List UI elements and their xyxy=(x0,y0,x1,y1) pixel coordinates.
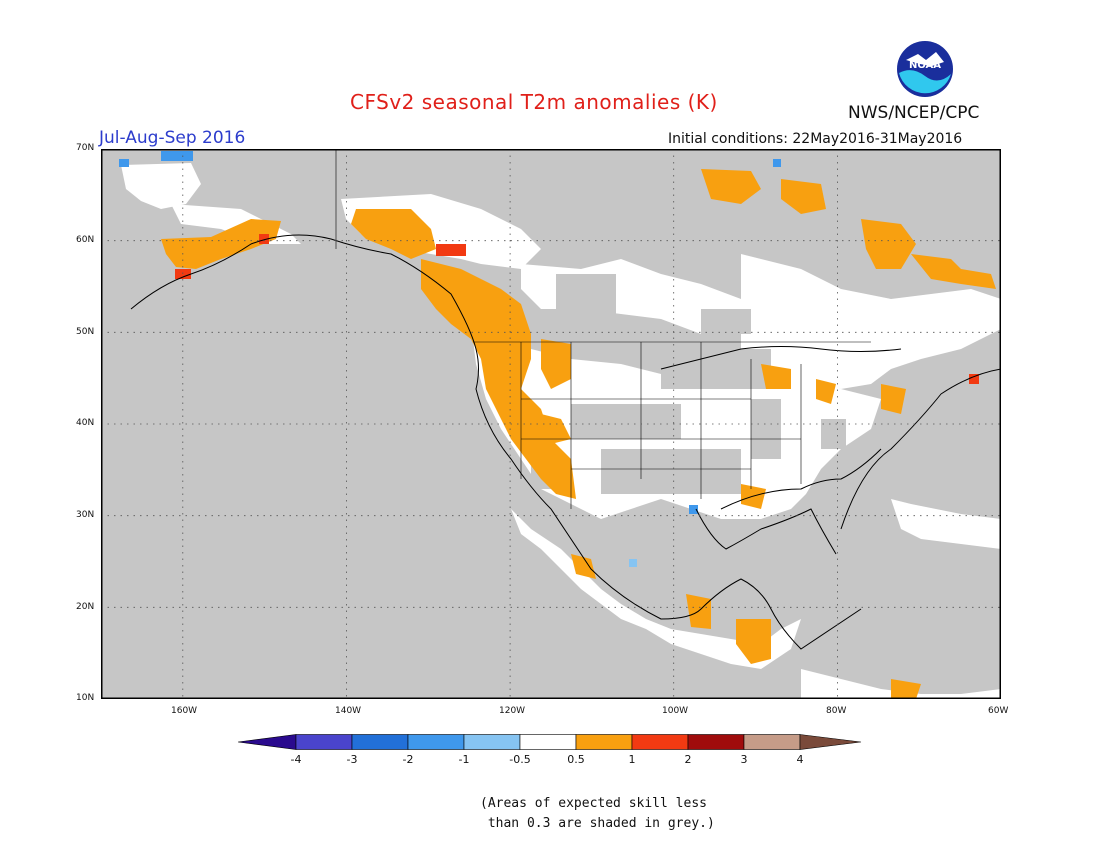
logo-text: NOAA xyxy=(909,60,941,71)
lon-label: 100W xyxy=(662,706,689,716)
colorbar-tick-label: -1 xyxy=(458,753,470,766)
colorbar-bin xyxy=(351,734,409,750)
colorbar-bin xyxy=(575,734,633,750)
lat-label: 30N xyxy=(76,510,95,520)
cool-anomaly-regions xyxy=(119,151,781,514)
season-label: Jul-Aug-Sep 2016 xyxy=(99,128,246,148)
colorbar-tick-label: -2 xyxy=(402,753,414,766)
colorbar-high-arrow xyxy=(799,734,862,750)
lon-label: 160W xyxy=(171,706,198,716)
near-zero-regions xyxy=(121,163,1001,699)
colorbar-bin xyxy=(407,734,465,750)
colorbar-bin xyxy=(295,734,353,750)
colorbar-tick-label: 3 xyxy=(740,753,748,766)
colorbar-tick-label: 4 xyxy=(796,753,804,766)
map-title: CFSv2 seasonal T2m anomalies (K) xyxy=(350,90,718,114)
colorbar-bin xyxy=(687,734,745,750)
colorbar-bin xyxy=(463,734,521,750)
colorbar-tick-label: -4 xyxy=(290,753,302,766)
colorbar-tick-label: 2 xyxy=(684,753,692,766)
colorbar-bin xyxy=(519,734,577,750)
map-frame xyxy=(101,149,1001,699)
noaa-logo-icon: NOAA xyxy=(897,41,953,97)
graticule xyxy=(101,149,1001,699)
initial-conditions-label: Initial conditions: 22May2016-31May2016 xyxy=(668,131,963,147)
colorbar-tick-label: -0.5 xyxy=(509,753,531,766)
skill-note-line: than 0.3 are shaded in grey.) xyxy=(480,816,715,831)
coastlines xyxy=(130,234,1001,650)
anomaly-map xyxy=(101,149,1001,699)
colorbar-tick-label: 0.5 xyxy=(567,753,585,766)
cool-anomaly-cell xyxy=(629,559,637,567)
lat-label: 70N xyxy=(76,143,95,153)
colorbar-tick-label: -3 xyxy=(346,753,358,766)
lon-label: 80W xyxy=(826,706,847,716)
colorbar xyxy=(238,734,862,750)
lat-label: 50N xyxy=(76,327,95,337)
lon-label: 120W xyxy=(499,706,526,716)
agency-label: NWS/NCEP/CPC xyxy=(848,103,980,123)
colorbar-low-arrow xyxy=(238,734,297,750)
lat-label: 60N xyxy=(76,235,95,245)
lat-label: 20N xyxy=(76,602,95,612)
state-borders xyxy=(335,149,871,509)
lat-label: 10N xyxy=(76,693,95,703)
colorbar-bin xyxy=(743,734,801,750)
skill-note-line: (Areas of expected skill less xyxy=(480,796,707,811)
skill-note: (Areas of expected skill less than 0.3 a… xyxy=(480,794,715,834)
lon-label: 140W xyxy=(335,706,362,716)
lat-label: 40N xyxy=(76,418,95,428)
lon-label: 60W xyxy=(988,706,1009,716)
colorbar-tick-label: 1 xyxy=(628,753,636,766)
colorbar-bin xyxy=(631,734,689,750)
